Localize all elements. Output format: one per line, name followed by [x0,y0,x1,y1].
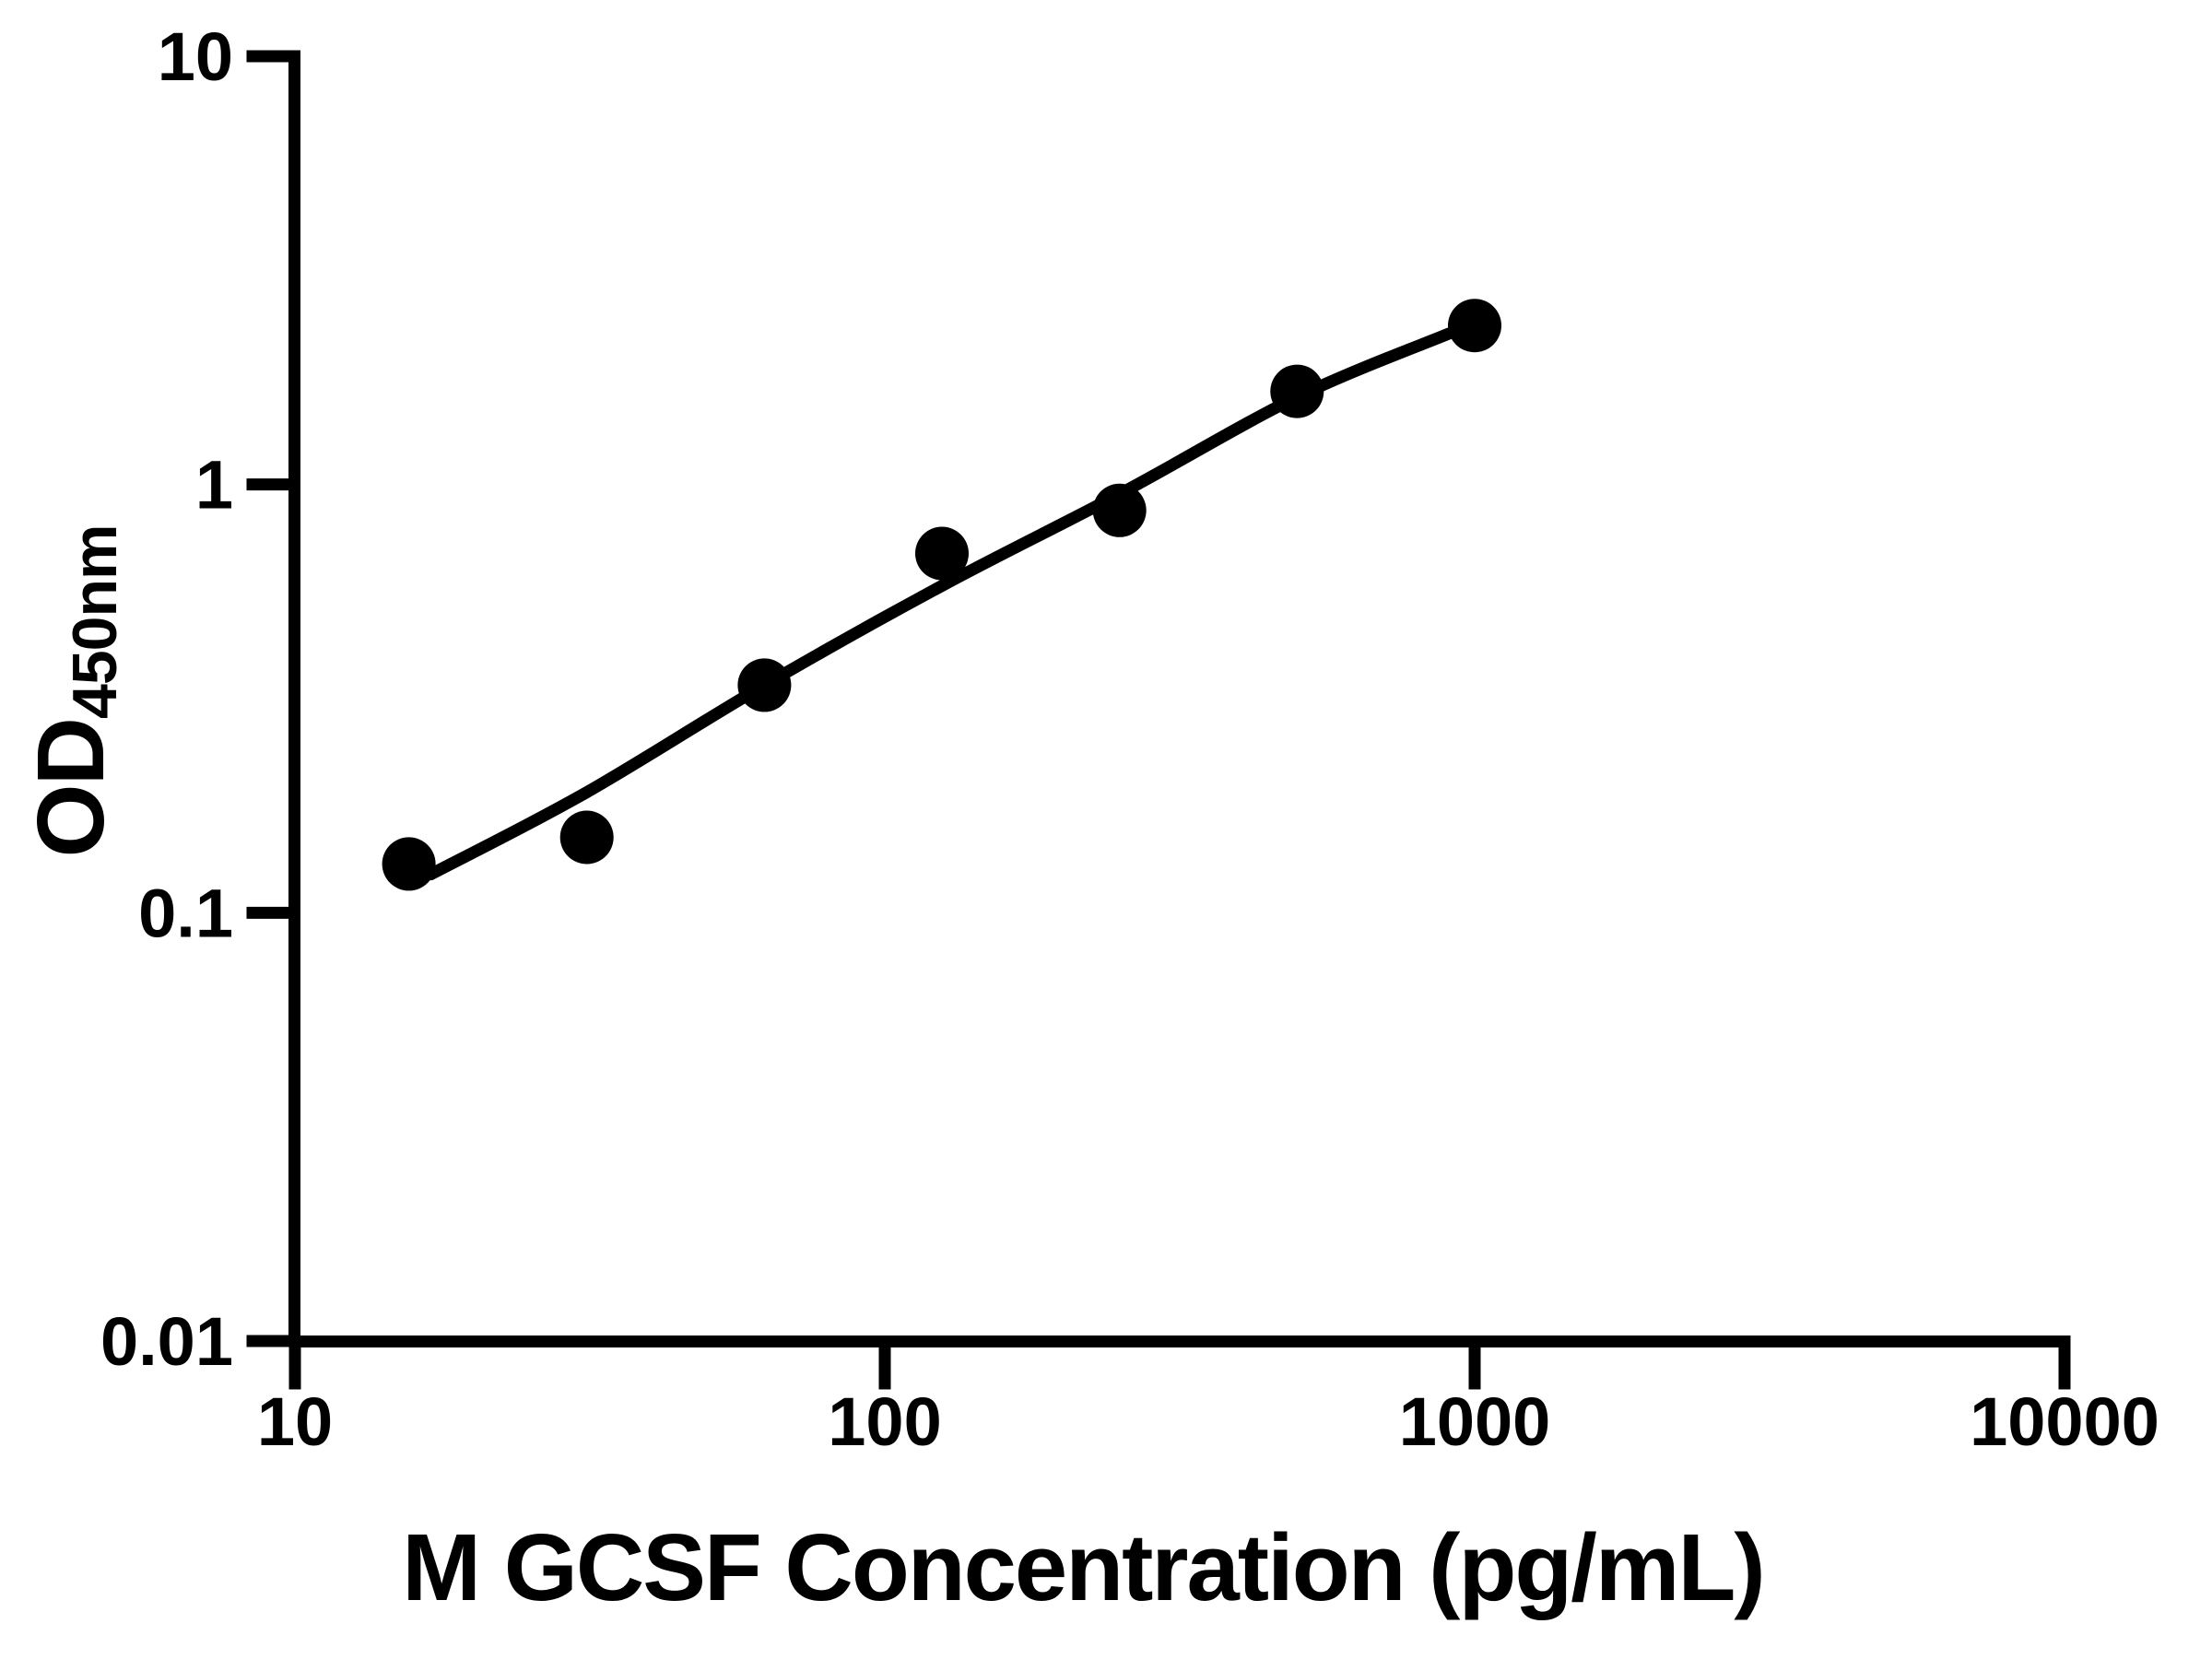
x-tick-label: 10000 [1970,1383,2159,1460]
data-point [1270,364,1324,418]
y-axis-title-sub: 450nm [60,524,130,719]
data-point [737,658,792,712]
x-tick-label: 1000 [1399,1383,1551,1460]
data-point [915,526,969,581]
y-tick-label: 1 [195,447,233,524]
data-point [382,837,436,891]
y-axis-title: OD450nm [17,525,131,858]
data-point [1448,299,1501,353]
x-tick-label: 10 [257,1383,333,1460]
x-axis-title: M GCSF Concentration (pg/mL) [402,1514,1765,1620]
y-axis-title-main: OD [18,718,124,858]
y-tick-label: 10 [158,18,233,95]
y-tick-label: 0.1 [138,875,233,951]
x-tick-label: 100 [828,1383,941,1460]
data-point [1092,483,1147,537]
data-point [559,810,614,865]
y-tick-label: 0.01 [100,1303,233,1380]
